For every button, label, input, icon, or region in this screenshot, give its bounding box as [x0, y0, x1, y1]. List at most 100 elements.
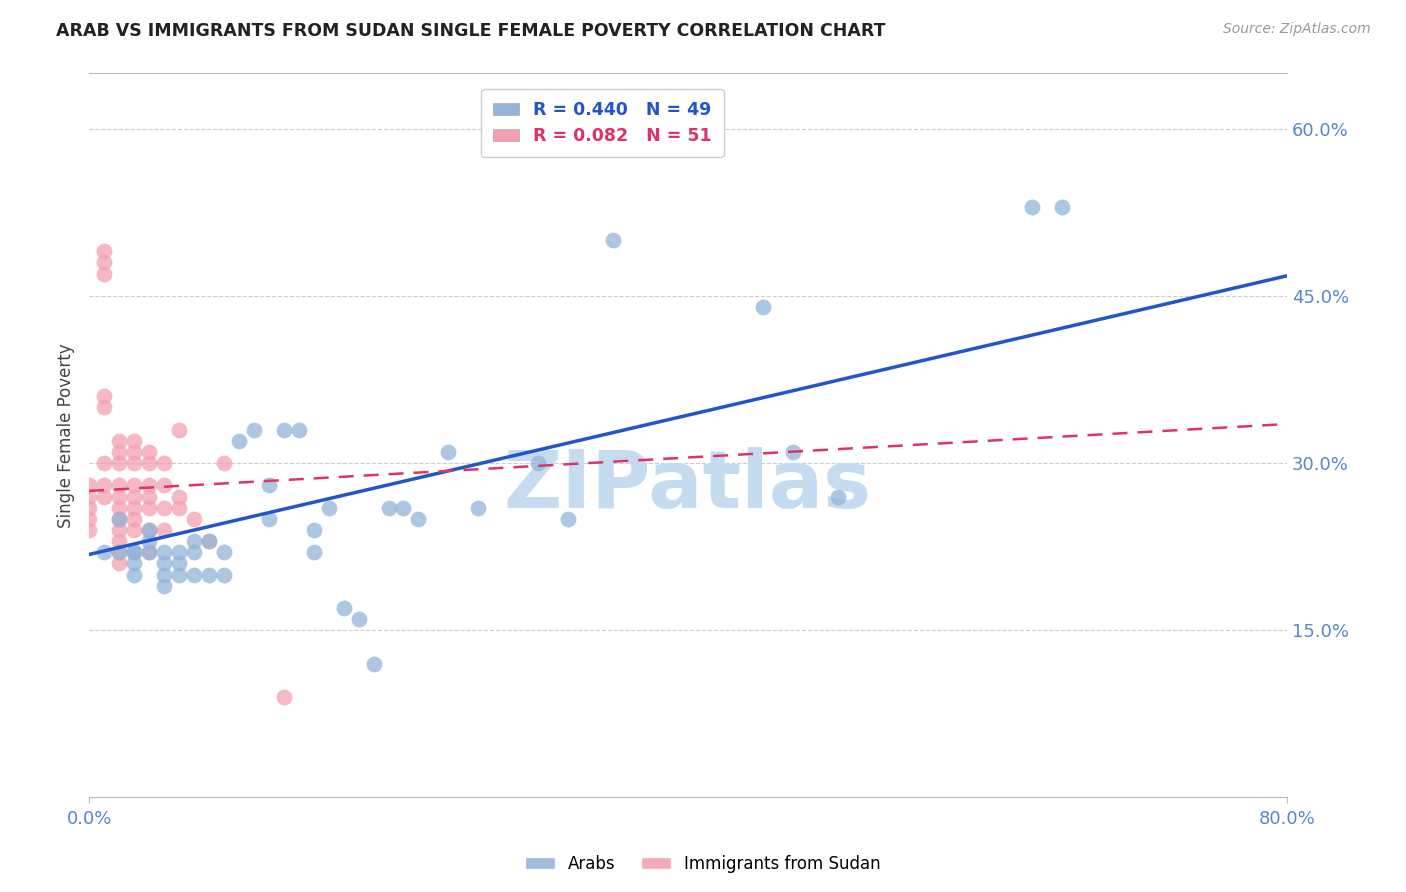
Point	[153, 478, 176, 492]
Point	[138, 490, 160, 504]
Point	[138, 500, 160, 515]
Point	[138, 545, 160, 559]
Text: ZIPatlas: ZIPatlas	[503, 447, 872, 524]
Point	[108, 434, 131, 448]
Point	[167, 423, 190, 437]
Point	[198, 567, 221, 582]
Point	[153, 456, 176, 470]
Point	[782, 445, 804, 459]
Point	[183, 545, 205, 559]
Point	[122, 456, 145, 470]
Point	[153, 579, 176, 593]
Point	[138, 478, 160, 492]
Point	[108, 557, 131, 571]
Point	[77, 500, 100, 515]
Point	[153, 523, 176, 537]
Point	[108, 534, 131, 549]
Point	[752, 300, 775, 314]
Point	[167, 490, 190, 504]
Point	[363, 657, 385, 671]
Point	[557, 512, 579, 526]
Point	[138, 534, 160, 549]
Point	[827, 490, 849, 504]
Point	[437, 445, 460, 459]
Point	[122, 434, 145, 448]
Point	[122, 545, 145, 559]
Point	[287, 423, 309, 437]
Text: Source: ZipAtlas.com: Source: ZipAtlas.com	[1223, 22, 1371, 37]
Point	[77, 490, 100, 504]
Point	[108, 545, 131, 559]
Point	[167, 557, 190, 571]
Point	[153, 557, 176, 571]
Point	[212, 545, 235, 559]
Point	[122, 523, 145, 537]
Point	[93, 456, 115, 470]
Point	[153, 545, 176, 559]
Point	[302, 545, 325, 559]
Point	[77, 523, 100, 537]
Point	[408, 512, 430, 526]
Point	[212, 567, 235, 582]
Point	[198, 534, 221, 549]
Point	[108, 512, 131, 526]
Point	[138, 545, 160, 559]
Point	[93, 490, 115, 504]
Point	[392, 500, 415, 515]
Point	[273, 423, 295, 437]
Point	[318, 500, 340, 515]
Point	[108, 512, 131, 526]
Legend: R = 0.440   N = 49, R = 0.082   N = 51: R = 0.440 N = 49, R = 0.082 N = 51	[481, 89, 724, 157]
Y-axis label: Single Female Poverty: Single Female Poverty	[58, 343, 75, 527]
Point	[273, 690, 295, 705]
Point	[93, 478, 115, 492]
Point	[122, 478, 145, 492]
Point	[138, 456, 160, 470]
Point	[93, 244, 115, 259]
Point	[183, 534, 205, 549]
Text: ARAB VS IMMIGRANTS FROM SUDAN SINGLE FEMALE POVERTY CORRELATION CHART: ARAB VS IMMIGRANTS FROM SUDAN SINGLE FEM…	[56, 22, 886, 40]
Point	[183, 567, 205, 582]
Point	[332, 601, 354, 615]
Point	[302, 523, 325, 537]
Point	[212, 456, 235, 470]
Point	[108, 523, 131, 537]
Point	[108, 490, 131, 504]
Point	[153, 567, 176, 582]
Point	[153, 500, 176, 515]
Point	[467, 500, 489, 515]
Point	[257, 478, 280, 492]
Point	[377, 500, 399, 515]
Point	[167, 545, 190, 559]
Point	[1021, 200, 1043, 214]
Point	[167, 567, 190, 582]
Point	[527, 456, 550, 470]
Point	[138, 523, 160, 537]
Point	[167, 500, 190, 515]
Point	[122, 500, 145, 515]
Point	[138, 523, 160, 537]
Point	[138, 445, 160, 459]
Point	[122, 490, 145, 504]
Point	[1052, 200, 1074, 214]
Point	[122, 512, 145, 526]
Point	[108, 478, 131, 492]
Point	[108, 545, 131, 559]
Point	[198, 534, 221, 549]
Point	[93, 389, 115, 403]
Point	[77, 512, 100, 526]
Point	[257, 512, 280, 526]
Legend: Arabs, Immigrants from Sudan: Arabs, Immigrants from Sudan	[519, 848, 887, 880]
Point	[602, 233, 624, 247]
Point	[93, 545, 115, 559]
Point	[347, 612, 370, 626]
Point	[242, 423, 264, 437]
Point	[108, 500, 131, 515]
Point	[122, 545, 145, 559]
Point	[108, 445, 131, 459]
Point	[122, 567, 145, 582]
Point	[108, 456, 131, 470]
Point	[122, 445, 145, 459]
Point	[93, 255, 115, 269]
Point	[228, 434, 250, 448]
